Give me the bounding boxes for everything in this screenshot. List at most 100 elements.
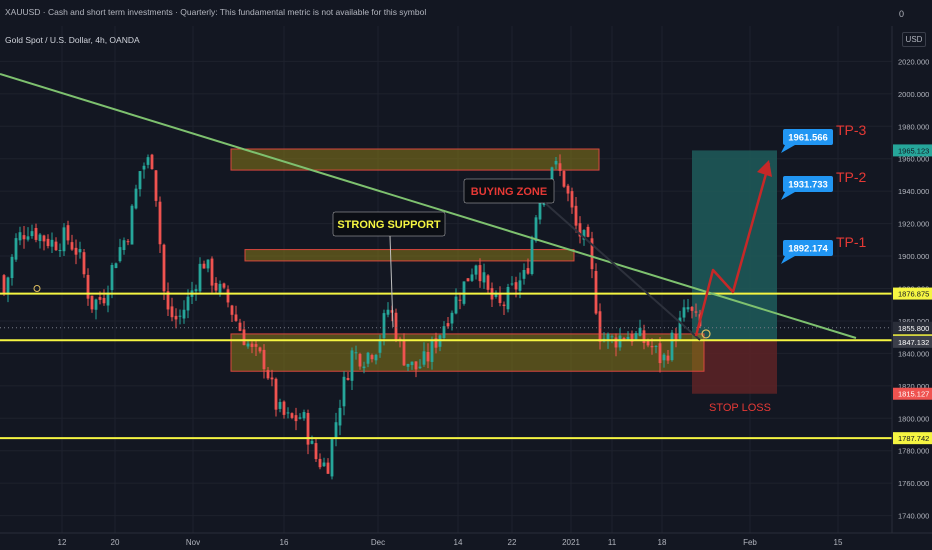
candle-body	[498, 293, 502, 303]
candle-body	[110, 265, 114, 291]
candle-body	[470, 274, 474, 281]
price-label-box	[893, 432, 932, 445]
time-tick-label: 18	[658, 538, 667, 547]
tp-callout-tail	[781, 192, 795, 200]
annotations: STRONG SUPPORT BUYING ZONE STOP LOSS 1961.5…	[332, 122, 867, 414]
fundamental-info-bar: XAUUSD · Cash and short term investments…	[0, 0, 932, 26]
time-tick-label: 2021	[562, 538, 580, 547]
candle-body	[486, 275, 490, 290]
candle-body	[126, 241, 130, 243]
buying-zone-label: BUYING ZONE	[471, 186, 547, 198]
candle-body	[30, 231, 34, 237]
candle-body	[606, 333, 610, 341]
price-tick-label: 1760.000	[898, 479, 929, 488]
candle-body	[430, 340, 434, 362]
price-tick-label: 2020.000	[898, 57, 929, 66]
candle-body	[414, 361, 418, 370]
candle-body	[226, 289, 230, 303]
tp-value-label: 1961.566	[788, 133, 828, 144]
candle-body	[70, 242, 74, 250]
candle-body	[342, 376, 346, 407]
candle-body	[198, 263, 202, 292]
candle-body	[54, 241, 58, 251]
candle-body	[246, 343, 250, 347]
time-axis[interactable]: 12 20 Nov 16 Dec 14 22 2021 11 18 Feb 15	[0, 532, 932, 547]
candle-body	[374, 354, 378, 361]
price-tick-label: 1960.000	[898, 155, 929, 164]
candle-body	[314, 443, 318, 460]
time-tick-label: 12	[58, 538, 67, 547]
candle-body	[130, 205, 134, 245]
candle-body	[282, 401, 286, 415]
candle-body	[230, 305, 234, 315]
candle-body	[42, 235, 46, 242]
candle-body	[82, 252, 86, 275]
candle-body	[554, 160, 558, 165]
candle-body	[478, 265, 482, 282]
tp-value-label: 1892.174	[788, 244, 828, 255]
trade-boxes	[692, 150, 777, 394]
candle-body	[350, 350, 354, 381]
candle-body	[666, 355, 670, 361]
candle-body	[586, 226, 590, 237]
candle-body	[14, 238, 18, 260]
price-label-value: 1815.127	[898, 390, 929, 399]
candle-body	[634, 333, 638, 340]
tp-label: TP-1	[836, 234, 867, 250]
candle-body	[474, 265, 478, 275]
candle-body	[690, 306, 694, 311]
candle-body	[318, 458, 322, 468]
candle-body	[574, 205, 578, 226]
candle-body	[406, 363, 410, 367]
candle-body	[694, 311, 698, 313]
currency-button[interactable]: USD	[902, 32, 926, 47]
price-label-value: 1855.800	[898, 324, 929, 333]
candle-body	[154, 170, 158, 201]
candle-body	[170, 306, 174, 318]
candle-body	[558, 163, 562, 171]
candle-body	[150, 154, 154, 170]
candle-body	[330, 438, 334, 477]
candle-body	[514, 282, 518, 290]
candle-body	[294, 415, 298, 422]
candle-body	[194, 289, 198, 292]
candle-body	[162, 244, 166, 292]
candle-body	[610, 336, 614, 338]
candle-body	[322, 462, 326, 467]
candle-body	[10, 256, 14, 279]
candle-body	[594, 271, 598, 314]
candle-body	[50, 239, 54, 247]
stop-box	[692, 340, 777, 394]
price-zone	[244, 249, 575, 262]
time-tick-label: 16	[280, 538, 289, 547]
candle-body	[526, 268, 530, 274]
price-tick-label: 1800.000	[898, 414, 929, 423]
candle-body	[662, 354, 666, 361]
candle-body	[274, 378, 278, 410]
candle-body	[94, 299, 98, 310]
time-tick-label: Feb	[743, 538, 757, 547]
candle-body	[34, 228, 38, 240]
time-tick-label: 15	[834, 538, 843, 547]
downtrend-line	[0, 73, 857, 339]
candle-body	[454, 296, 458, 314]
price-axis[interactable]: 1740.000 1760.000 1780.000 1800.000 1820.000…	[891, 26, 932, 533]
candle-body	[638, 327, 642, 336]
candle-body	[614, 337, 618, 348]
horizontal-levels	[0, 292, 892, 440]
tp-callout-tail	[781, 145, 795, 153]
time-tick-label: 11	[608, 538, 617, 547]
tp-label: TP-3	[836, 122, 867, 138]
tp-value-label: 1931.733	[788, 180, 828, 191]
symbol-title: Gold Spot / U.S. Dollar, 4h, OANDA	[5, 35, 140, 45]
candle-body	[682, 307, 686, 318]
candle-body	[102, 297, 106, 304]
candle-body	[394, 312, 398, 340]
candle-body	[166, 291, 170, 310]
buying-zone-callout	[463, 178, 555, 204]
projected-path-arrow	[694, 162, 771, 337]
price-label-box	[893, 287, 932, 300]
candle-body	[138, 171, 142, 190]
